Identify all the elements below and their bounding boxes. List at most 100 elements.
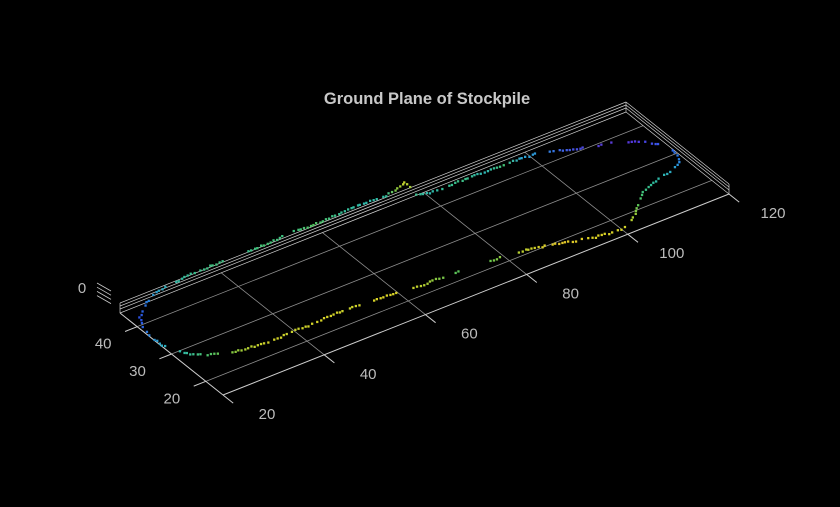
boundary-point	[641, 190, 644, 194]
y-grid-line	[137, 125, 644, 328]
boundary-point	[244, 348, 247, 351]
boundary-point	[290, 330, 294, 333]
boundary-point	[657, 177, 660, 180]
z-tick	[96, 286, 112, 296]
boundary-point	[379, 297, 382, 300]
boundary-point	[428, 280, 432, 283]
axis-ticks	[96, 193, 740, 404]
boundary-point	[329, 314, 332, 318]
right-edge	[625, 101, 730, 185]
boundary-point	[421, 192, 425, 196]
boundary-point	[652, 181, 655, 184]
boundary-point	[515, 159, 518, 162]
y-grid-line	[205, 179, 712, 382]
boundary-point	[322, 317, 326, 320]
boundary-point	[155, 291, 158, 294]
boundary-point	[352, 206, 355, 209]
front-edge	[222, 193, 730, 396]
boundary-point	[316, 320, 319, 324]
boundary-point	[448, 184, 451, 187]
boundary-point	[543, 244, 546, 247]
boundary-point	[312, 223, 315, 227]
boundary-point	[157, 289, 160, 292]
boundary-point	[341, 310, 344, 313]
boundary-point	[520, 157, 523, 160]
x-tick-label: 20	[259, 406, 276, 423]
y-tick-label: 20	[163, 390, 180, 407]
boundary-point	[483, 171, 486, 174]
z-tick-label: 0	[78, 280, 86, 297]
ground-plane-grid	[137, 125, 712, 382]
boundary-point	[250, 345, 253, 348]
boundary-point	[254, 247, 257, 250]
boundary-point	[456, 180, 460, 183]
boundary-point	[256, 247, 259, 250]
boundary-point	[450, 183, 454, 187]
boundary-point	[138, 316, 141, 319]
chart-title: Ground Plane of Stockpile	[324, 90, 530, 108]
boundary-point	[511, 159, 515, 162]
boundary-point	[527, 248, 530, 251]
boundary-point	[633, 140, 637, 143]
boundary-point	[253, 345, 256, 348]
axis-tick-labels: 20 40 60 80 100 120 40 30 20 0	[78, 205, 786, 423]
boundary-point	[524, 155, 527, 158]
boundary-point	[351, 305, 354, 309]
boundary-point	[147, 299, 150, 302]
x-tick	[627, 233, 639, 243]
boundary-point	[531, 153, 534, 156]
boundary-point	[160, 344, 163, 347]
boundary-point	[649, 183, 653, 187]
boundary-point	[620, 228, 623, 231]
boundary-point	[647, 185, 650, 189]
boundary-point	[369, 199, 372, 202]
boundary-point	[281, 235, 284, 238]
boundary-point	[476, 172, 479, 176]
boundary-point	[558, 242, 561, 246]
boundary-point	[348, 307, 352, 310]
y-tick-label: 40	[95, 336, 112, 353]
boundary-point	[234, 350, 237, 353]
boundary-point	[518, 157, 521, 160]
boundary-point	[558, 149, 561, 152]
boundary-point	[387, 192, 390, 195]
boundary-point	[639, 197, 642, 200]
boundary-point	[178, 350, 182, 353]
boundary-point	[215, 263, 218, 266]
boundary-point	[568, 148, 571, 152]
boundary-point	[434, 277, 438, 281]
boundary-point	[354, 304, 357, 308]
boundary-point	[273, 338, 276, 341]
boundary-point	[272, 239, 275, 242]
boundary-point	[285, 332, 288, 336]
boundary-point	[634, 212, 637, 215]
boundary-point	[389, 293, 392, 297]
boundary-point	[221, 260, 224, 263]
boundary-point	[537, 245, 540, 249]
boundary-point	[637, 140, 640, 143]
boundary-point	[454, 181, 457, 184]
boundary-point	[616, 229, 619, 232]
boundary-point	[415, 193, 418, 196]
boundary-point	[262, 342, 266, 345]
boundary-point	[548, 150, 551, 153]
boundary-point	[403, 181, 406, 184]
boundary-point	[438, 277, 441, 280]
boundary-point	[492, 259, 496, 262]
boundary-point	[294, 328, 297, 331]
boundary-point	[470, 175, 474, 178]
boundary-point	[600, 143, 603, 146]
boundary-point	[356, 204, 360, 207]
boundary-point	[663, 173, 666, 176]
boundary-point	[373, 299, 376, 302]
boundary-point	[140, 321, 144, 325]
boundary-point	[489, 259, 492, 263]
boundary-point	[594, 236, 598, 239]
boundary-point	[528, 155, 531, 158]
boundary-point	[140, 313, 143, 317]
boundary-point	[307, 325, 310, 328]
y-tick	[193, 380, 207, 387]
boundary-point	[260, 244, 263, 247]
boundary-point	[350, 207, 353, 210]
